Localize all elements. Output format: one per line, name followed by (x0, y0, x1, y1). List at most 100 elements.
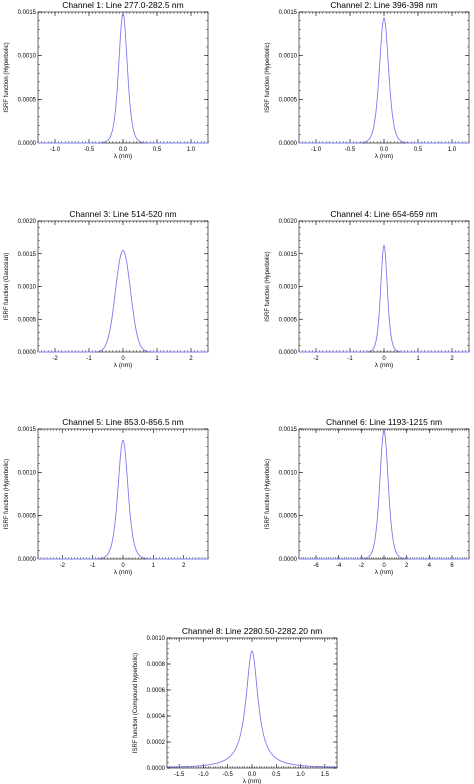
x-tick-label: -1.0 (198, 772, 209, 778)
y-tick-label: 0.0015 (279, 427, 298, 433)
y-tick-label: 0.0000 (279, 350, 298, 356)
x-tick-label: -1.0 (50, 147, 61, 153)
plot-frame (37, 220, 209, 353)
y-tick-label: 0.0010 (279, 54, 298, 60)
chart-title: Channel 4: Line 654-659 nm (330, 209, 437, 219)
x-axis-label: λ (nm) (375, 569, 393, 576)
y-tick-label: 0.0010 (147, 636, 166, 642)
y-tick-label: 0.0015 (18, 252, 37, 258)
y-axis-label: ISRF function (Hyperbolic) (265, 459, 271, 529)
x-tick-label: -1.5 (174, 772, 185, 778)
chart-title: Channel 8: Line 2280.50-2282.20 nm (182, 626, 322, 636)
x-tick-label: 2 (405, 563, 409, 569)
x-tick-label: 0 (382, 356, 386, 362)
y-axis-label: ISRF function (Hyperbolic) (4, 42, 10, 112)
y-tick-label: 0.0004 (147, 714, 166, 720)
x-tick-label: -0.5 (84, 147, 95, 153)
x-tick-label: 1 (155, 356, 159, 362)
series-line-1 (38, 439, 208, 560)
chart-title: Channel 5: Line 853.0-856.5 nm (62, 417, 183, 427)
x-tick-label: 0.0 (119, 147, 128, 153)
chart-title: Channel 2: Line 396-398 nm (330, 0, 437, 10)
series-line-1 (38, 249, 208, 353)
y-tick-label: 0.0005 (279, 317, 298, 323)
x-axis-label: λ (nm) (114, 153, 132, 160)
y-tick-label: 0.0000 (18, 557, 37, 563)
plot-frame (166, 637, 338, 769)
y-tick-label: 0.0010 (18, 285, 37, 291)
x-tick-label: -1.0 (311, 147, 322, 153)
y-tick-label: 0.0015 (18, 10, 37, 16)
x-axis-label: λ (nm) (243, 778, 261, 784)
chart-panel-5: Channel 5: Line 853.0-856.5 nm -2 -1 0 1 2 0.0… (4, 417, 209, 576)
series-line-1 (166, 650, 338, 768)
y-tick-label: 0.0010 (279, 285, 298, 291)
x-tick-label: 2 (182, 563, 186, 569)
x-tick-label: 2 (450, 356, 454, 362)
x-tick-label: 4 (428, 563, 432, 569)
y-tick-label: 0.0000 (279, 557, 298, 563)
x-tick-label: 0 (121, 356, 125, 362)
y-tick-label: 0.0015 (279, 252, 298, 258)
y-tick-label: 0.0008 (147, 662, 166, 668)
plot-frame (298, 11, 470, 144)
x-axis-label: λ (nm) (375, 153, 393, 160)
y-tick-label: 0.0000 (18, 350, 37, 356)
y-tick-label: 0.0010 (279, 470, 298, 476)
x-tick-label: 0 (121, 563, 125, 569)
x-tick-label: 6 (450, 563, 454, 569)
x-axis-label: λ (nm) (114, 362, 132, 369)
plot-frame (298, 220, 470, 353)
x-tick-label: 0.5 (272, 772, 281, 778)
y-tick-label: 0.0000 (18, 141, 37, 147)
y-axis-label: ISRF function (Hyperbolic) (265, 251, 271, 321)
chart-panel-1: Channel 1: Line 277.0-282.5 nm -1.0 -0.5 0.… (4, 0, 209, 160)
y-tick-label: 0.0020 (18, 219, 37, 225)
x-tick-label: 1 (416, 356, 420, 362)
y-tick-label: 0.0020 (279, 219, 298, 225)
chart-panel-3: Channel 3: Line 514-520 nm -2 -1 0 1 2 0.0000 0… (4, 209, 209, 369)
y-tick-label: 0.0005 (18, 97, 37, 103)
chart-title: Channel 1: Line 277.0-282.5 nm (62, 0, 183, 10)
y-axis-label: ISRF function (Hyperbolic) (4, 459, 10, 529)
x-tick-label: -1 (90, 563, 96, 569)
x-tick-label: 1.0 (187, 147, 196, 153)
y-tick-label: 0.0000 (147, 766, 166, 772)
chart-panel-7: Channel 8: Line 2280.50-2282.20 nm -1.5 -1… (133, 626, 338, 784)
series-line-1 (299, 244, 469, 353)
x-tick-label: -2 (52, 356, 58, 362)
x-tick-label: -2 (60, 563, 66, 569)
plot-frame (37, 11, 209, 144)
x-tick-label: 1.0 (448, 147, 457, 153)
y-tick-label: 0.0010 (18, 470, 37, 476)
series-line-1 (299, 17, 469, 144)
y-tick-label: 0.0002 (147, 740, 166, 746)
chart-panel-6: Channel 6: Line 1193-1215 nm -6 -4 -2 0 2 4 6 0.… (265, 417, 470, 576)
x-tick-label: 1 (152, 563, 156, 569)
y-tick-label: 0.0005 (18, 317, 37, 323)
y-tick-label: 0.0006 (147, 688, 166, 694)
plot-frame (298, 428, 470, 560)
x-tick-label: 0.5 (414, 147, 423, 153)
x-tick-label: -1 (86, 356, 92, 362)
y-tick-label: 0.0015 (279, 10, 298, 16)
x-tick-label: 0.5 (153, 147, 162, 153)
x-tick-label: 0.0 (380, 147, 389, 153)
series-line-1 (38, 12, 208, 144)
chart-panel-2: Channel 2: Line 396-398 nm -1.0 -0.5 0.0 0.5… (265, 0, 470, 160)
x-tick-label: 0.0 (248, 772, 257, 778)
chart-title: Channel 6: Line 1193-1215 nm (326, 417, 442, 427)
x-tick-label: 1.0 (296, 772, 305, 778)
y-axis-label: ISRF function (Gaussian) (4, 253, 10, 320)
y-tick-label: 0.0005 (279, 514, 298, 520)
y-axis-label: ISRF function (Hyperbolic) (265, 42, 271, 112)
y-axis-label: ISRF function (Compound hyperbolic) (133, 653, 139, 753)
x-tick-label: -0.5 (223, 772, 234, 778)
y-tick-label: 0.0000 (279, 141, 298, 147)
chart-title: Channel 3: Line 514-520 nm (69, 209, 176, 219)
x-tick-label: -2 (313, 356, 319, 362)
series-line-1 (299, 429, 469, 560)
x-tick-label: -4 (336, 563, 342, 569)
y-tick-label: 0.0015 (18, 427, 37, 433)
